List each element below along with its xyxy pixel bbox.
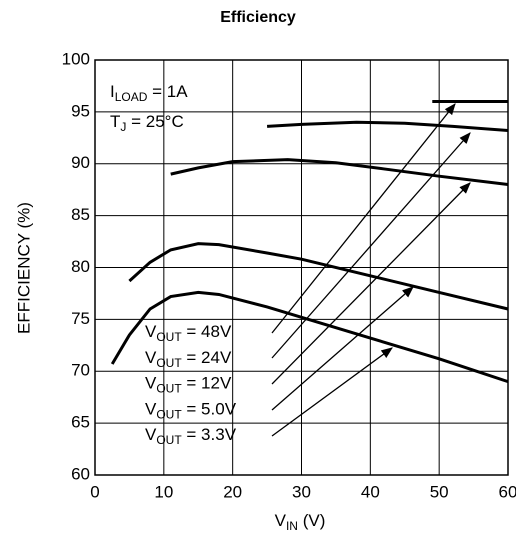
series-label-text: = 48V — [182, 322, 232, 341]
annotation-text: = 25°C — [126, 112, 183, 131]
series-label: VOUT = 48V — [145, 322, 232, 344]
series-label-text: = 5.0V — [182, 400, 237, 419]
x-tick-label: 60 — [499, 482, 516, 501]
annotation-base: T — [110, 112, 120, 131]
plot-frame — [94, 59, 509, 476]
series-label-text: = 12V — [182, 374, 232, 393]
y-tick-label: 75 — [71, 309, 90, 328]
series-label: VOUT = 5.0V — [145, 400, 237, 422]
series-label-sub: OUT — [156, 356, 182, 370]
series-label-base: V — [145, 322, 157, 341]
series-label-sub: OUT — [156, 408, 182, 422]
chart-title: Efficiency — [220, 9, 296, 26]
x-tick-label: 30 — [292, 482, 311, 501]
line — [128, 242, 509, 311]
series-label-base: V — [145, 426, 157, 445]
series-label-sub: OUT — [156, 382, 182, 396]
x-tick-label: 0 — [90, 482, 99, 501]
x-axis-label: VIN (V) — [275, 511, 326, 533]
series-label-sub: OUT — [156, 330, 182, 344]
annotation: TJ = 25°C — [110, 112, 184, 134]
y-tick-label: 95 — [71, 101, 90, 120]
series-label-base: V — [145, 348, 157, 367]
series-label: VOUT = 24V — [145, 348, 232, 370]
series-label-text: = 24V — [182, 348, 232, 367]
series-label-base: V — [145, 400, 157, 419]
line — [170, 158, 509, 186]
y-tick-label: 100 — [62, 49, 90, 68]
x-tick-label: 10 — [154, 482, 173, 501]
line — [110, 290, 509, 384]
x-axis-label-base: V — [275, 511, 287, 530]
x-axis-label-text: (V) — [298, 511, 325, 530]
series-label: VOUT = 3.3V — [145, 426, 237, 448]
y-tick-label: 85 — [71, 205, 90, 224]
y-tick-label: 80 — [71, 257, 90, 276]
x-axis-label-sub: IN — [286, 519, 298, 533]
y-tick-label: 90 — [71, 153, 90, 172]
y-axis-label: EFFICIENCY (%) — [14, 202, 33, 334]
x-tick-label: 50 — [430, 482, 449, 501]
y-tick-label: 60 — [71, 464, 90, 483]
annotation-sub: J — [120, 120, 126, 134]
annotation-base: I — [110, 82, 115, 101]
line — [266, 120, 509, 133]
series-label: VOUT = 12V — [145, 374, 232, 396]
y-tick-label: 70 — [71, 361, 90, 380]
x-tick-label: 20 — [223, 482, 242, 501]
series-label-text: = 3.3V — [182, 426, 237, 445]
arrows — [271, 103, 471, 437]
annotation: ILOAD = 1A — [110, 82, 188, 104]
y-tick-label: 65 — [71, 413, 90, 432]
annotation-text: = 1A — [147, 82, 188, 101]
series-label-base: V — [145, 374, 157, 393]
x-tick-label: 40 — [361, 482, 380, 501]
series-label-sub: OUT — [156, 433, 182, 447]
annotation-sub: LOAD — [115, 90, 148, 104]
